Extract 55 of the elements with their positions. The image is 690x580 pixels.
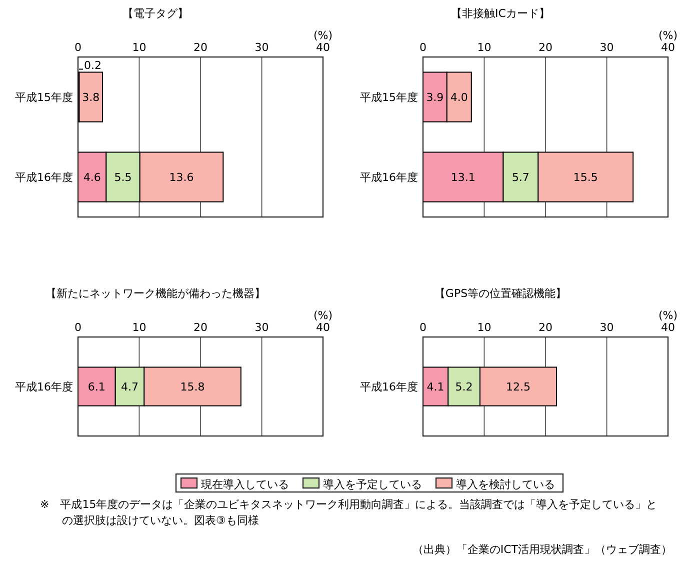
legend-label: 導入を予定している (323, 478, 422, 491)
x-tick-label: 0 (420, 41, 426, 54)
data-label: 12.5 (506, 380, 530, 394)
x-tick-label: 30 (254, 321, 269, 334)
data-label: 3.9 (426, 91, 444, 104)
x-tick-label: 20 (538, 41, 552, 54)
x-tick-label: 30 (254, 41, 269, 54)
legend-label: 導入を検討している (456, 478, 555, 491)
data-label: 4.6 (83, 171, 101, 184)
x-tick-label: 40 (316, 41, 330, 54)
y-tick-label: 平成16年度 (360, 171, 418, 184)
data-label: 4.1 (426, 380, 444, 394)
x-tick-label: 30 (600, 41, 614, 54)
text: ※ 平成15年度のデータは「企業のユビキタスネットワーク利用動向調査」による。当該調査では「導入を予定している」との選択肢は設けていない。図表③も同様 (40, 497, 658, 529)
x-tick-label: 10 (477, 321, 492, 334)
data-label: 5.7 (512, 171, 530, 184)
x-tick-label: 40 (316, 321, 330, 334)
x-axis-title: (%) (658, 309, 678, 322)
data-label: 0.2 (84, 59, 102, 72)
x-axis-title: (%) (313, 309, 333, 322)
legend-label: 現在導入している (201, 478, 289, 491)
x-tick-label: 20 (194, 321, 208, 334)
chart-title: 【GPS等の位置確認機能】 (434, 287, 567, 300)
chart-title: 【新たにネットワーク機能が備わった機器】 (46, 287, 266, 300)
data-label: 6.1 (88, 380, 106, 394)
y-tick-label: 平成16年度 (360, 380, 418, 394)
x-tick-label: 10 (132, 321, 146, 334)
x-tick-label: 10 (132, 41, 146, 54)
data-label: 4.7 (121, 380, 139, 394)
y-tick-label: 平成15年度 (360, 91, 418, 104)
x-tick-label: 10 (477, 41, 492, 54)
data-label: 15.5 (573, 171, 598, 184)
x-tick-label: 40 (661, 321, 675, 334)
data-label: 4.0 (450, 91, 468, 104)
data-label: 5.5 (114, 171, 132, 184)
data-label: 15.8 (180, 380, 205, 394)
x-tick-label: 0 (74, 321, 82, 334)
data-label: 3.8 (82, 91, 100, 104)
text: （出典）「企業のICT活用現状調査」（ウェブ調査） (412, 543, 672, 556)
x-tick-label: 0 (420, 321, 426, 334)
y-tick-label: 平成16年度 (15, 171, 73, 184)
y-tick-label: 平成15年度 (15, 91, 73, 104)
data-label: 13.6 (169, 171, 194, 184)
x-axis-title: (%) (658, 29, 678, 42)
x-axis-title: (%) (313, 29, 333, 42)
x-tick-label: 20 (194, 41, 208, 54)
chart-title: 【非接触ICカード】 (451, 7, 550, 20)
data-label: 13.1 (450, 171, 476, 184)
y-tick-label: 平成16年度 (15, 380, 73, 394)
x-tick-label: 30 (600, 321, 614, 334)
data-label: 5.2 (455, 380, 473, 394)
x-tick-label: 20 (538, 321, 552, 334)
chart-title: 【電子タグ】 (122, 7, 188, 20)
x-tick-label: 0 (74, 41, 82, 54)
x-tick-label: 40 (661, 41, 675, 54)
